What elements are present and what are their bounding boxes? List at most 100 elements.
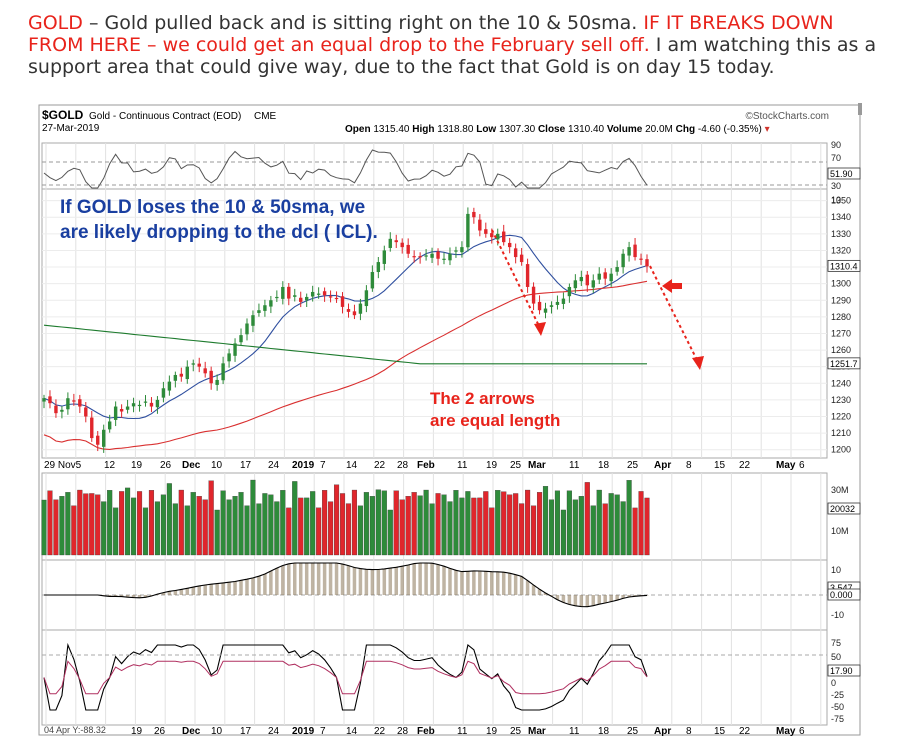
candle-body: [328, 296, 333, 298]
date-label-top: 25: [510, 460, 522, 471]
last-close-label: 1310.4: [830, 261, 858, 271]
candle-body: [257, 310, 261, 313]
date-label-top: Apr: [654, 460, 671, 471]
volume-bar: [136, 491, 143, 556]
volume-bar: [101, 501, 107, 556]
stoch-value-label: 17.90: [830, 666, 853, 676]
grid-lines: [42, 143, 827, 725]
february-drop-arrow: [491, 229, 541, 329]
volume-bar: [310, 491, 316, 556]
candle-body: [448, 253, 452, 261]
volume-bar: [620, 501, 626, 556]
date-label-top: 2019: [292, 460, 315, 471]
candle-body: [400, 242, 404, 248]
candle-body: [161, 388, 166, 398]
candle-body: [131, 403, 136, 407]
candle-body: [185, 366, 189, 380]
candle-body: [78, 399, 82, 407]
header-name: Gold - Continuous Contract (EOD): [89, 111, 241, 122]
volume-bar: [572, 499, 578, 556]
candle-body: [340, 296, 345, 307]
volume-bar: [232, 496, 238, 556]
candle-body: [424, 255, 428, 257]
volume-bar: [328, 501, 334, 556]
macd-line: [44, 562, 648, 608]
candle-body: [143, 401, 148, 403]
date-label-bottom: 15: [714, 726, 726, 737]
volume-bar: [316, 507, 322, 556]
volume-bar: [113, 507, 119, 556]
candle-body: [304, 296, 309, 301]
date-label-top: 10: [211, 460, 223, 471]
date-label-bottom: Apr: [654, 726, 671, 737]
candle-body: [454, 250, 458, 252]
volume-bar: [525, 489, 531, 556]
date-label-bottom: Mar: [528, 726, 546, 737]
volume-bar: [172, 503, 178, 556]
date-label-bottom: 26: [154, 726, 166, 737]
volume-bar: [584, 482, 590, 556]
volume-bar: [542, 486, 549, 556]
candle-body: [96, 435, 100, 445]
volume-bar: [190, 492, 196, 556]
candle-body: [394, 240, 398, 243]
price-tick-label: 1210: [831, 428, 851, 438]
volume-bar: [268, 494, 274, 556]
date-label-bottom: 10: [211, 726, 223, 737]
volume-bar: [393, 490, 399, 556]
candle-body: [513, 248, 518, 258]
date-label-bottom: 22: [374, 726, 386, 737]
rsi-tick-label: 30: [831, 181, 841, 191]
header-brand: ©StockCharts.com: [745, 111, 829, 122]
date-label-top: 12: [104, 460, 116, 471]
candle-body: [107, 421, 112, 430]
macd-value-label: 3.547: [830, 583, 853, 593]
date-label-top: 29 Nov5: [44, 460, 82, 471]
candle-body: [197, 363, 201, 367]
volume-tick-label: 10M: [831, 526, 849, 536]
date-label-top: 22: [739, 460, 751, 471]
candle-body: [567, 286, 572, 297]
header-symbol: $GOLD: [42, 108, 84, 122]
long-ma-label-box: [827, 357, 861, 370]
volume-bar: [47, 490, 53, 556]
candle-body: [364, 290, 369, 307]
volume-bar: [322, 490, 328, 556]
price-tick-label: 1200: [831, 445, 851, 455]
candle-body: [167, 381, 172, 391]
volume-bar: [489, 507, 495, 556]
date-label-top: Mar: [528, 460, 546, 471]
volume-bar: [459, 497, 465, 556]
candle-body: [442, 258, 446, 260]
date-label-bottom: 17: [240, 726, 252, 737]
volume-bar: [483, 491, 489, 556]
volume-bar: [125, 487, 131, 556]
candle-body: [245, 323, 249, 335]
candle-body: [334, 297, 339, 300]
candle-body: [555, 301, 560, 305]
volume-bar: [107, 490, 113, 556]
candle-body: [484, 229, 488, 234]
stoch-value-label-box: [827, 664, 861, 677]
moving-averages: [43, 234, 648, 450]
header-date: 27-Mar-2019: [42, 123, 100, 134]
candle-body: [352, 311, 357, 316]
candle-body: [60, 409, 64, 412]
candle-body: [239, 335, 243, 343]
commentary-warning: IF IT BREAKS DOWN FROM HERE – we could g…: [28, 12, 834, 56]
candle-body: [90, 417, 94, 439]
volume-bar: [357, 505, 363, 556]
volume-bar: [560, 509, 566, 556]
volume-value-label-box: [827, 502, 861, 515]
date-label-bottom: 19: [131, 726, 143, 737]
last-close-label-box: [827, 259, 861, 272]
date-label-top: 14: [346, 460, 358, 471]
date-label-top: 25: [627, 460, 639, 471]
volume-bar: [208, 480, 214, 556]
candle-body: [358, 303, 363, 314]
commentary-text: GOLD – Gold pulled back and is sitting r…: [28, 12, 888, 78]
volume-bar: [507, 494, 513, 556]
date-label-bottom: 24: [268, 726, 280, 737]
candle-body: [639, 258, 643, 260]
date-label-bottom: 25: [510, 726, 522, 737]
